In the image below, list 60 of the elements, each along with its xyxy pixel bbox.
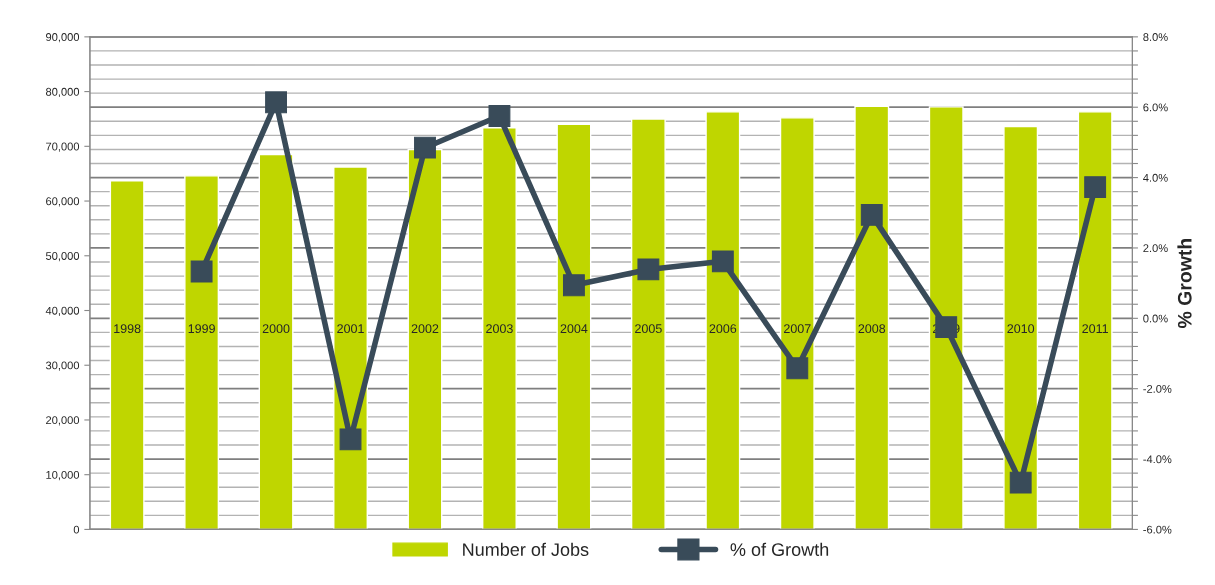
bar — [184, 175, 220, 530]
x-tick-label: 2000 — [262, 324, 290, 334]
bar — [333, 166, 368, 530]
bar — [928, 106, 964, 530]
y2-tick-label: -6.0% — [1143, 525, 1172, 534]
y2-tick-label: 6.0% — [1143, 103, 1168, 112]
legend-label: % of Growth — [730, 542, 829, 556]
point — [488, 105, 511, 127]
point — [786, 357, 809, 380]
point — [562, 274, 585, 297]
x-tick-label: 2004 — [560, 324, 588, 334]
y2-tick-label: -4.0% — [1143, 455, 1172, 464]
bar — [407, 148, 443, 530]
y-tick-label: 30,000 — [45, 361, 80, 371]
point — [637, 258, 660, 281]
point — [339, 428, 362, 451]
bar — [109, 180, 145, 530]
x-tick-label: 2002 — [411, 324, 439, 334]
y-tick-label: 50,000 — [45, 252, 80, 262]
y2-axis-title: % Growth — [1177, 238, 1192, 329]
bar — [854, 105, 890, 530]
x-tick-label: 2010 — [1007, 324, 1035, 334]
y-tick-label: 20,000 — [46, 416, 80, 426]
point — [1084, 176, 1107, 199]
bar — [482, 127, 517, 530]
y2-tick-label: 2.0% — [1143, 244, 1168, 253]
y-tick-label: 0 — [73, 525, 80, 534]
x-tick-label: 2005 — [635, 324, 662, 334]
x-tick-label: 2006 — [709, 324, 737, 334]
x-tick-label: 2007 — [784, 324, 811, 334]
point — [265, 91, 287, 114]
point — [1009, 471, 1032, 494]
point — [711, 250, 734, 273]
y2-tick-label: 0.0% — [1143, 314, 1168, 323]
y-tick-label: 60,000 — [46, 197, 80, 207]
bar — [779, 117, 815, 530]
bar — [556, 123, 592, 530]
point — [414, 136, 436, 159]
y-tick-label: 80,000 — [46, 87, 80, 98]
y2-tick-label: 8.0% — [1143, 33, 1168, 41]
x-tick-label: 2003 — [486, 324, 513, 334]
bar — [258, 153, 294, 530]
point — [190, 260, 213, 283]
point — [860, 203, 883, 226]
x-tick-label: 2008 — [858, 324, 886, 334]
bar — [705, 111, 741, 530]
y2-tick-label: -2.0% — [1143, 384, 1172, 393]
x-tick-label: 1998 — [114, 324, 141, 334]
legend-label: Number of Jobs — [463, 542, 589, 556]
x-tick-label: 2001 — [337, 324, 364, 334]
x-tick-label: 1999 — [188, 324, 215, 334]
y-tick-label: 10,000 — [46, 470, 80, 481]
y2-tick-label: 4.0% — [1143, 173, 1168, 182]
y-tick-label: 70,000 — [46, 142, 80, 152]
y-tick-label: 40,000 — [45, 306, 80, 316]
bar — [630, 118, 666, 530]
bar — [1077, 111, 1113, 530]
x-tick-label: 2011 — [1082, 324, 1108, 334]
bar — [1003, 125, 1039, 530]
y-tick-label: 90,000 — [46, 33, 80, 43]
